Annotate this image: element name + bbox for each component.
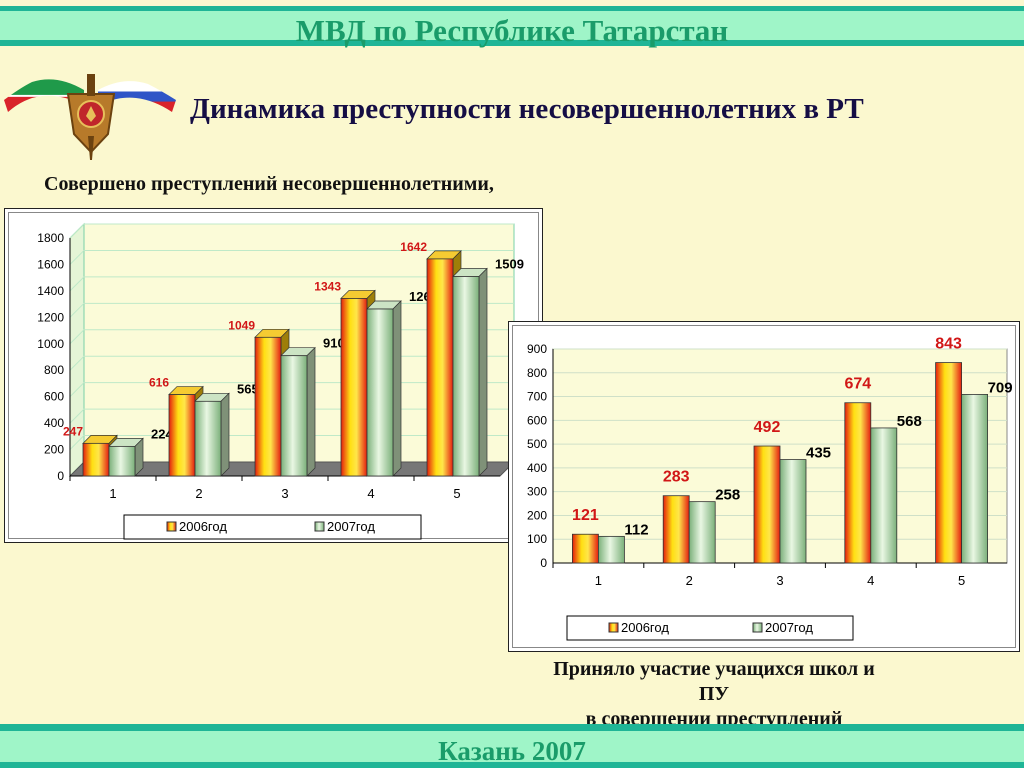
bar-2007год-4 xyxy=(870,427,898,564)
bar-2006год-4 xyxy=(844,402,872,564)
y-tick-label: 1600 xyxy=(37,257,64,271)
legend-swatch-2007год xyxy=(314,521,325,532)
bar-2007год-2 xyxy=(688,501,716,564)
data-label: 1343 xyxy=(314,279,341,293)
y-tick-label: 400 xyxy=(527,461,547,475)
data-label: 1642 xyxy=(400,240,427,254)
data-label: 709 xyxy=(988,379,1013,396)
y-tick-label: 700 xyxy=(527,390,547,404)
chart2-caption: Приняло участие учащихся школ и ПУ в сов… xyxy=(548,657,880,732)
y-tick-label: 0 xyxy=(540,556,547,570)
x-tick-label: 2 xyxy=(686,573,693,588)
x-tick-label: 1 xyxy=(109,486,116,501)
gridline xyxy=(69,249,514,265)
x-tick-label: 4 xyxy=(867,573,874,588)
y-tick-label: 1400 xyxy=(37,284,64,298)
bar-2007год-2 xyxy=(194,400,222,477)
x-tick-label: 1 xyxy=(595,573,602,588)
legend: 2006год 2007год xyxy=(123,514,422,540)
bar-2006год-5 xyxy=(935,362,963,564)
footer-band: Казань 2007 xyxy=(0,724,1024,768)
y-tick-label: 600 xyxy=(527,413,547,427)
y-tick-label: 100 xyxy=(527,532,547,546)
legend-swatch-2007год xyxy=(752,622,763,633)
legend: 2006год 2007год xyxy=(566,615,854,641)
chart2-panel: 0 100 200 300 400 500 600 700 800 900 1 121 112 2 283 2… xyxy=(508,321,1020,652)
data-label: 112 xyxy=(624,521,648,538)
data-label: 492 xyxy=(754,419,781,436)
data-label: 258 xyxy=(715,487,740,504)
data-label: 616 xyxy=(149,376,169,390)
y-tick-label: 400 xyxy=(44,416,64,430)
data-label: 121 xyxy=(572,507,599,524)
bar-2006год-1 xyxy=(572,533,599,564)
bar-side-2007год-2 xyxy=(220,392,230,477)
bar-2006год-5 xyxy=(426,258,454,477)
chart1-svg: 0 200 400 600 800 1000 1200 1400 1600 1800 1 247 224… xyxy=(37,222,524,540)
bar-2007год-4 xyxy=(366,308,394,477)
chart2-caption-line1: Приняло участие учащихся школ и ПУ xyxy=(553,658,875,705)
bar-side-2007год-4 xyxy=(392,300,402,477)
bar-2007год-1 xyxy=(598,535,625,564)
bar-2006год-3 xyxy=(254,336,282,477)
y-tick-label: 800 xyxy=(527,366,547,380)
data-label: 910 xyxy=(323,336,345,351)
x-tick-label: 2 xyxy=(195,486,202,501)
mvd-emblem-icon xyxy=(4,74,176,160)
bar-2007год-5 xyxy=(452,276,480,477)
legend-label: 2007год xyxy=(765,620,813,635)
x-tick-label: 4 xyxy=(367,486,374,501)
slide-title: Динамика преступности несовершеннолетних… xyxy=(190,93,864,125)
bar-2007год-1 xyxy=(108,445,136,477)
y-tick-label: 300 xyxy=(527,485,547,499)
bar-side-2007год-5 xyxy=(478,267,488,477)
bar-2006год-2 xyxy=(168,394,196,477)
header-band: МВД по Республике Татарстан xyxy=(0,6,1024,46)
y-tick-label: 0 xyxy=(57,469,64,483)
y-tick-label: 200 xyxy=(44,443,64,457)
bar-2007год-3 xyxy=(779,459,807,564)
chart1-panel: 0 200 400 600 800 1000 1200 1400 1600 1800 1 247 224… xyxy=(4,208,543,543)
chart2-svg: 0 100 200 300 400 500 600 700 800 900 1 121 112 2 283 2… xyxy=(527,336,1013,641)
y-tick-label: 900 xyxy=(527,342,547,356)
data-label: 568 xyxy=(897,413,922,430)
bar-2007год-3 xyxy=(280,355,308,477)
legend-label: 2007год xyxy=(327,519,375,534)
header-title: МВД по Республике Татарстан xyxy=(295,13,729,48)
legend-swatch-2006год xyxy=(608,622,619,633)
bar-2006год-4 xyxy=(340,298,368,477)
data-label: 283 xyxy=(663,469,690,486)
bar-2006год-1 xyxy=(82,442,110,477)
y-tick-label: 500 xyxy=(527,437,547,451)
bar-side-2007год-3 xyxy=(306,346,316,477)
y-tick-label: 1000 xyxy=(37,337,64,351)
bar-2006год-3 xyxy=(753,445,781,564)
data-label: 1509 xyxy=(495,256,524,271)
x-tick-label: 5 xyxy=(958,573,965,588)
legend-label: 2006год xyxy=(621,620,669,635)
x-tick-label: 3 xyxy=(281,486,288,501)
x-tick-label: 5 xyxy=(453,486,460,501)
data-label: 1049 xyxy=(228,318,255,332)
chart1-caption: Совершено преступлений несовершеннолетни… xyxy=(44,173,494,195)
data-label: 674 xyxy=(844,376,871,393)
bar-2006год-2 xyxy=(662,495,690,564)
y-tick-label: 200 xyxy=(527,508,547,522)
data-label: 435 xyxy=(806,445,831,462)
data-label: 843 xyxy=(935,336,962,353)
gridline xyxy=(69,276,514,292)
legend-label: 2006год xyxy=(179,519,227,534)
y-tick-label: 800 xyxy=(44,363,64,377)
bar-2007год-5 xyxy=(961,394,989,564)
y-tick-label: 1200 xyxy=(37,310,64,324)
y-tick-label: 1800 xyxy=(37,231,64,245)
footer-title: Казань 2007 xyxy=(438,736,586,766)
data-label: 247 xyxy=(63,424,83,438)
gridline xyxy=(69,223,514,239)
x-tick-label: 3 xyxy=(776,573,783,588)
data-label: 224 xyxy=(151,426,173,441)
data-label: 565 xyxy=(237,381,259,396)
y-tick-label: 600 xyxy=(44,390,64,404)
legend-swatch-2006год xyxy=(166,521,177,532)
